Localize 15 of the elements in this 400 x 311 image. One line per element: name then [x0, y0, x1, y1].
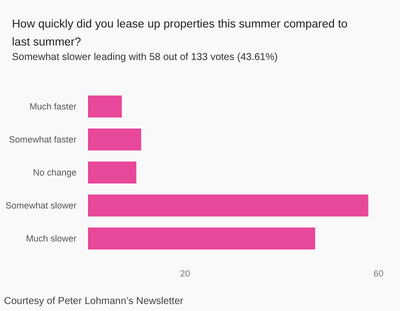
bar [88, 194, 368, 216]
bar [88, 162, 136, 184]
x-tick-label: 60 [373, 268, 384, 278]
y-tick-label: Much slower [26, 234, 76, 244]
y-tick-label: Somewhat slower [5, 200, 76, 210]
text: Courtesy of Peter Lohmann’s Newsletter [4, 296, 184, 307]
chart-subtitle: Somewhat slower leading with 58 out of 133 votes (43.61%) [12, 52, 278, 63]
bar [88, 228, 316, 250]
bar [88, 128, 142, 150]
bar [88, 96, 122, 118]
y-tick-label: Somewhat faster [8, 134, 76, 144]
y-tick-label: Much faster [29, 102, 76, 112]
y-tick-label: No change [32, 168, 76, 178]
x-tick-label: 20 [180, 268, 190, 278]
chart-title: How quickly did you lease up properties this summer compared to last summer? [12, 18, 348, 48]
